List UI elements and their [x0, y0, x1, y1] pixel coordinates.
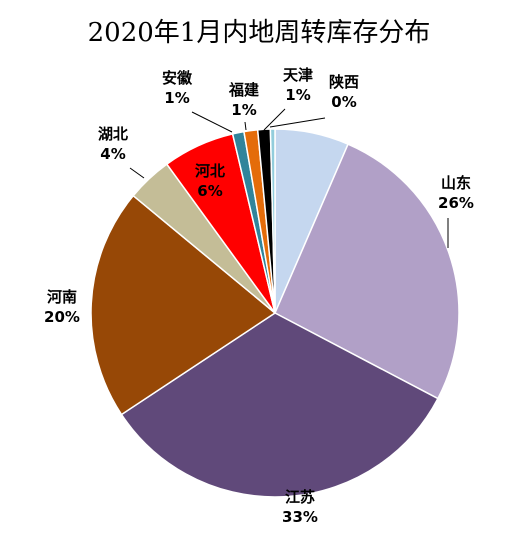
leader-line-8 [263, 108, 286, 131]
slice-name-label-1: 山东 [441, 174, 471, 192]
leader-line-9 [269, 117, 326, 128]
slice-percent-label-9: 0% [331, 93, 356, 111]
leader-line-7 [244, 121, 247, 131]
pie-slice-3 [90, 194, 277, 416]
pie-slice-9 [269, 128, 276, 314]
pie-slice-1 [274, 143, 460, 400]
slice-name-label-3: 河南 [47, 288, 77, 306]
leader-line-4 [129, 167, 145, 179]
pie-slice-2 [120, 312, 439, 498]
slice-percent-label-5: 6% [197, 182, 222, 200]
slice-name-label-5: 河北 [195, 162, 225, 180]
slice-name-label-7: 福建 [228, 81, 260, 99]
slice-percent-label-3: 20% [44, 308, 80, 326]
slice-percent-label-8: 1% [285, 86, 310, 104]
slice-percent-label-4: 4% [100, 145, 125, 163]
slice-name-label-8: 天津 [283, 66, 313, 84]
slice-percent-label-6: 1% [164, 89, 189, 107]
slice-percent-label-7: 1% [231, 101, 256, 119]
slice-name-label-4: 湖北 [98, 125, 128, 143]
slice-percent-label-1: 26% [438, 194, 474, 212]
slice-percent-label-2: 33% [282, 508, 318, 526]
slice-name-label-6: 安徽 [162, 69, 193, 87]
slice-name-label-2: 江苏 [285, 488, 315, 506]
leader-line-6 [191, 111, 233, 133]
chart-title: 2020年1月内地周转库存分布 [87, 18, 431, 48]
slice-name-label-9: 陕西 [329, 73, 359, 91]
